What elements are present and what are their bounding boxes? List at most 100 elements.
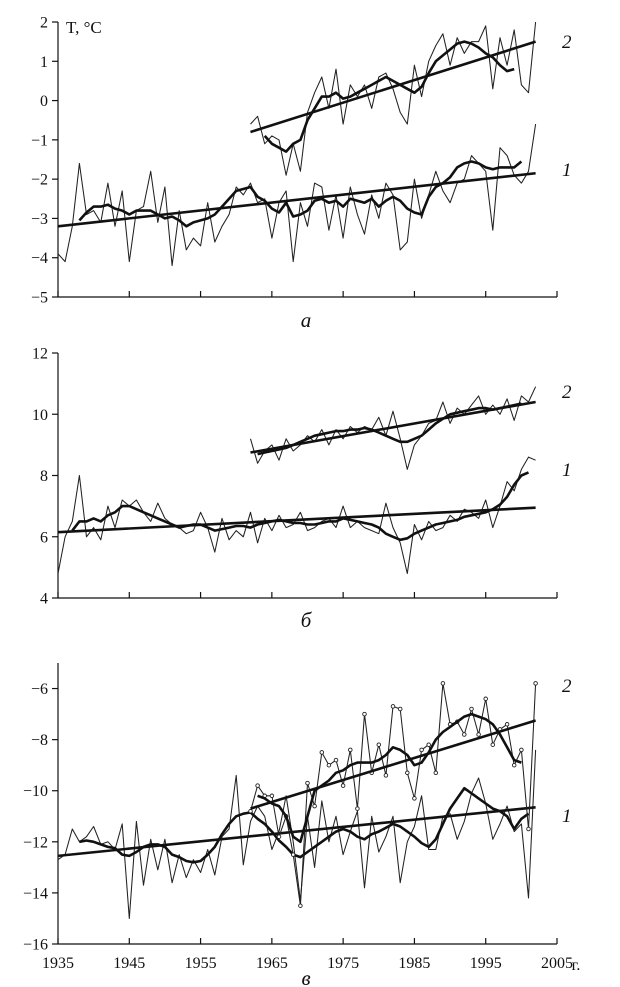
panel-c-series-2-point — [290, 852, 296, 857]
panel-a-x-ticks — [57, 291, 558, 297]
panel-b-series-2-smoothed-line — [257, 402, 522, 456]
panel-c-xtick-label: 1935 — [42, 955, 74, 972]
panel-c-ytick-label: −10 — [23, 783, 48, 800]
panel-a-ytick-label: −2 — [31, 172, 48, 189]
panel-a-series-1-label: 1 — [562, 160, 572, 181]
panel-c-series-2-point — [340, 783, 346, 788]
panel-c-series-2-point — [469, 706, 474, 712]
panel-a-plot — [57, 21, 537, 267]
panel-c-ytick-label: −8 — [31, 732, 48, 749]
panel-c-ytick-label: −12 — [23, 834, 48, 851]
panel-a-ytick-label: 1 — [40, 54, 48, 71]
panel-c-series-1-smoothed-line — [79, 786, 530, 864]
panel-b-y-ticks: 12 10 8 6 4 — [32, 346, 58, 608]
panel-b-series-2-trend-line — [250, 400, 536, 454]
panel-b-ytick-label: 6 — [40, 529, 48, 546]
panel-c-series-2-point — [269, 793, 275, 799]
panel-c-label: в — [301, 966, 310, 987]
panel-a-ytick-label: 2 — [40, 15, 48, 32]
panel-c-xtick-label: 1995 — [470, 955, 502, 972]
panel-c-series-2-point — [248, 808, 253, 814]
panel-c-series-2-point — [462, 732, 467, 737]
panel-a-ytick-label: −5 — [31, 290, 48, 307]
panel-c-series-2-point — [333, 757, 339, 763]
panel-a-series-1-annual-line — [57, 124, 537, 267]
panel-c-series-2-point — [504, 722, 510, 727]
panel-a-series-1-trend-line — [57, 171, 536, 228]
panel-c-series-2-point — [412, 796, 417, 801]
panel-c-series-1-trend-line — [57, 806, 536, 858]
panel-c-series-2-point — [397, 706, 403, 712]
panel-c-x-ticks: 1935 1945 1955 1965 1975 1985 1995 2005 — [42, 938, 573, 972]
panel-c-ytick-label: −6 — [31, 681, 48, 698]
panel-b-label: б — [301, 608, 313, 632]
panel-c-series-2-point — [433, 770, 439, 776]
panel-c-series-2-point — [298, 903, 303, 908]
panel-a-series-1-smoothed-line — [78, 160, 523, 228]
panel-c-ytick-label: −16 — [23, 937, 48, 954]
panel-c-series-2-point — [390, 704, 396, 709]
panel-c-series-2-point — [383, 773, 389, 778]
panel-c-series-2-point — [405, 770, 410, 776]
panel-b-ytick-label: 4 — [40, 591, 48, 608]
panel-c-series-2-point — [326, 762, 332, 768]
panel-c-series-2-point — [376, 742, 382, 747]
panel-b-series-2-label: 2 — [562, 382, 572, 403]
panel-c-plot — [57, 681, 538, 920]
panel-b-series-1-smoothed-line — [71, 471, 530, 542]
panel-c-series-2-point — [419, 747, 424, 753]
panel-b-ytick-label: 8 — [40, 468, 48, 485]
panel-c-series-2-point — [519, 747, 524, 753]
panel-a-series-2-smoothed-line — [263, 40, 515, 153]
panel-c-xtick-label: 2005 — [541, 955, 573, 972]
panel-b-ytick-label: 12 — [32, 346, 48, 363]
panel-a-ytick-label: −4 — [31, 250, 48, 267]
panel-c-x-unit: г. — [572, 957, 581, 974]
panel-b-ytick-label: 10 — [32, 407, 48, 424]
panel-a-ytick-label: −1 — [31, 132, 48, 149]
panel-c-series-2-point — [305, 780, 310, 786]
panel-c-series-2-point — [255, 783, 260, 788]
panel-c-series-2-smoothed-line — [257, 712, 522, 844]
panel-c-series-2-point — [319, 750, 325, 755]
panel-c-series-2-point — [362, 711, 367, 717]
panel-c-series-2-point — [476, 732, 481, 737]
panel-b-series-1-trend-line — [57, 506, 536, 534]
panel-a-series-2-label: 2 — [562, 32, 572, 53]
panel-c-xtick-label: 1965 — [256, 955, 288, 972]
panel-a-series-2-trend-line — [250, 40, 537, 134]
panel-c-series-2-point — [483, 696, 488, 702]
panel-c: −6 −8 −10 −12 −14 −16 1935 1945 1955 1965 1975 198… — [23, 663, 580, 987]
panel-b: 12 10 8 6 4 2 1 б — [32, 346, 572, 633]
panel-b-plot — [57, 386, 537, 575]
panel-c-series-2-point — [511, 762, 517, 768]
panel-b-x-ticks — [57, 592, 558, 598]
panel-c-series-1-annual-line — [57, 749, 537, 920]
panel-c-xtick-label: 1985 — [398, 955, 430, 972]
panel-c-series-2-point — [426, 742, 431, 747]
panel-a-y-ticks: 2 1 0 −1 −2 −3 −4 −5 — [31, 15, 58, 307]
panel-c-series-2-point — [276, 834, 282, 839]
panel-c-series-2-point — [526, 826, 531, 832]
panel-c-xtick-label: 1975 — [327, 955, 359, 972]
panel-b-series-1-label: 1 — [562, 460, 572, 481]
panel-c-y-ticks: −6 −8 −10 −12 −14 −16 — [23, 681, 58, 954]
panel-c-series-1-label: 1 — [562, 806, 572, 827]
panel-c-series-2-point — [312, 803, 317, 809]
panel-c-series-2-trend-line — [250, 719, 536, 810]
panel-c-series-2-point — [440, 681, 446, 686]
panel-c-series-2-point — [348, 747, 353, 753]
panel-a-y-axis-label: T, °C — [66, 18, 102, 37]
panel-b-series-1-annual-line — [57, 456, 536, 575]
panel-a-label: а — [301, 308, 312, 332]
panel-a: 2 1 0 −1 −2 −3 −4 −5 T, °C 2 1 а — [31, 15, 572, 333]
panel-c-xtick-label: 1955 — [185, 955, 217, 972]
panel-c-series-2-point — [355, 806, 360, 811]
panel-a-ytick-label: 0 — [40, 93, 48, 110]
panel-c-series-2-label: 2 — [562, 676, 572, 697]
panel-c-ytick-label: −14 — [23, 885, 48, 902]
panel-a-ytick-label: −3 — [31, 211, 48, 228]
panel-a-series-2-annual-line — [250, 21, 537, 176]
panel-c-series-2-point — [533, 681, 538, 686]
panel-c-series-2-point — [490, 742, 496, 747]
